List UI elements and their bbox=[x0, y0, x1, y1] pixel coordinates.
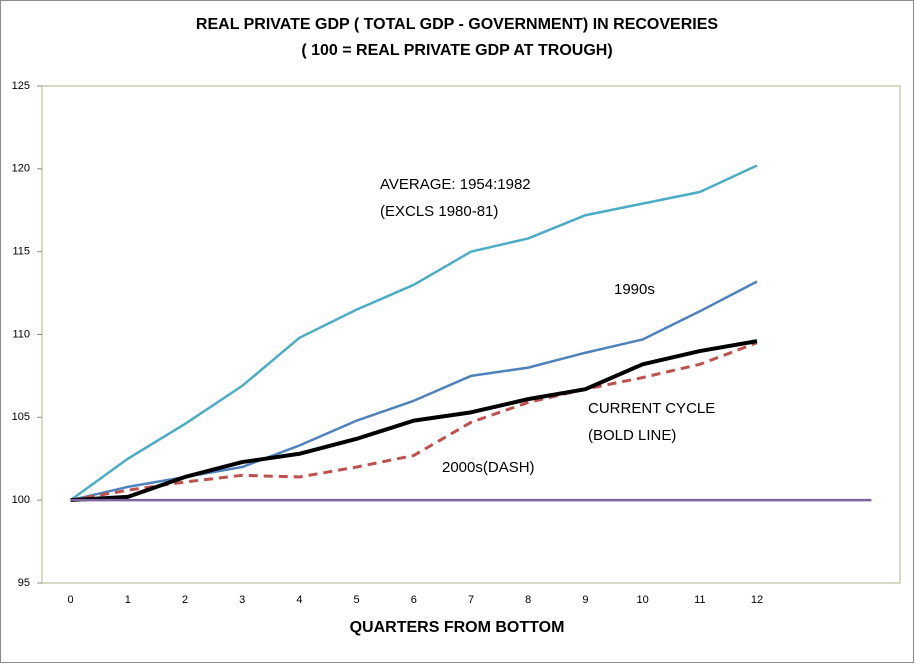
x-axis-title: QUARTERS FROM BOTTOM bbox=[350, 619, 565, 636]
annotation: (BOLD LINE) bbox=[588, 427, 676, 444]
annotation: 2000s(DASH) bbox=[442, 459, 535, 476]
annotation: (EXCLS 1980-81) bbox=[380, 203, 498, 220]
series-line bbox=[70, 341, 758, 502]
x-tick-label: 9 bbox=[582, 594, 588, 606]
x-tick-label: 4 bbox=[296, 594, 302, 606]
y-tick-label: 110 bbox=[12, 328, 30, 340]
y-tick-label: 105 bbox=[12, 411, 30, 423]
series-line bbox=[69, 164, 758, 502]
x-tick-label: 6 bbox=[411, 594, 417, 606]
x-tick-label: 5 bbox=[354, 594, 360, 606]
x-tick-label: 10 bbox=[636, 594, 648, 606]
annotation: CURRENT CYCLE bbox=[588, 400, 715, 417]
y-tick-label: 95 bbox=[18, 577, 30, 589]
x-tick-label: 8 bbox=[525, 594, 531, 606]
y-tick-label: 100 bbox=[12, 494, 30, 506]
series-line bbox=[70, 339, 758, 503]
chart-title: REAL PRIVATE GDP ( TOTAL GDP - GOVERNMEN… bbox=[196, 16, 718, 33]
annotation: 1990s bbox=[614, 281, 655, 298]
x-tick-label: 0 bbox=[68, 594, 74, 606]
x-tick-label: 2 bbox=[182, 594, 188, 606]
x-tick-label: 12 bbox=[751, 594, 763, 606]
x-tick-label: 3 bbox=[239, 594, 245, 606]
x-tick-label: 7 bbox=[468, 594, 474, 606]
x-tick-label: 11 bbox=[694, 594, 705, 606]
y-tick-label: 115 bbox=[12, 246, 30, 258]
annotation: AVERAGE: 1954:1982 bbox=[380, 176, 531, 193]
y-tick-label: 125 bbox=[12, 80, 30, 92]
y-tick-label: 120 bbox=[12, 163, 30, 175]
x-tick-label: 1 bbox=[125, 594, 131, 606]
chart-subtitle: ( 100 = REAL PRIVATE GDP AT TROUGH) bbox=[301, 42, 612, 59]
